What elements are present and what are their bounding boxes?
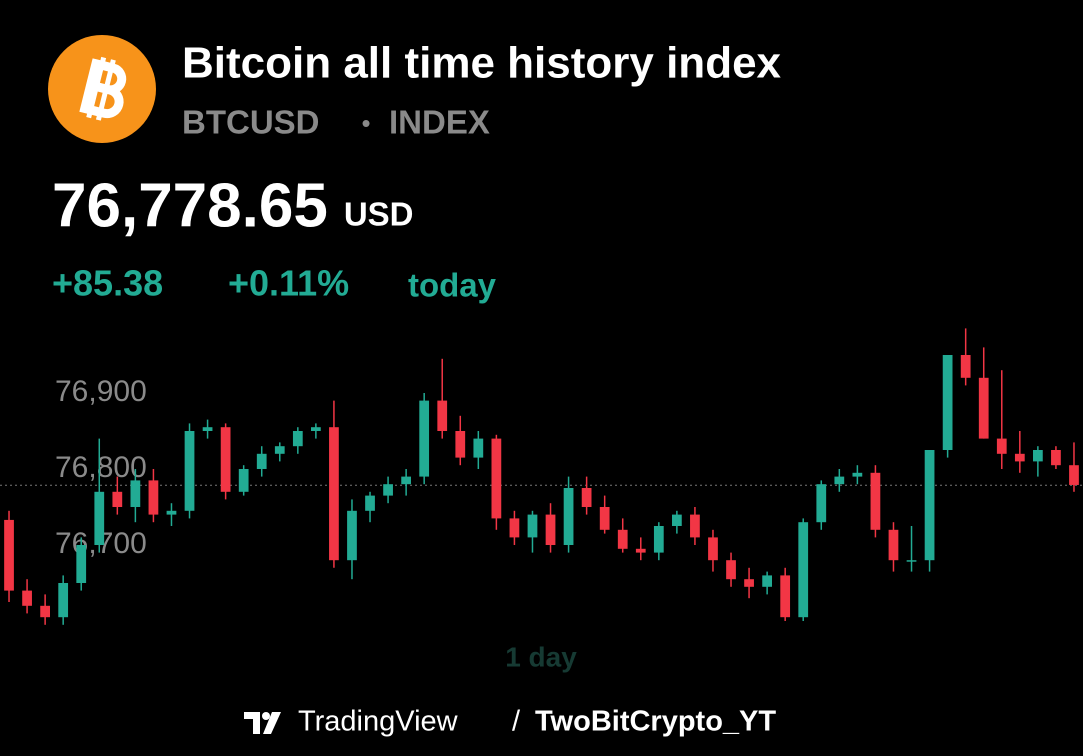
change: +85.38 bbox=[52, 263, 163, 304]
candle-body bbox=[527, 514, 538, 538]
symbol: BTCUSD bbox=[182, 104, 320, 141]
candle-body bbox=[942, 355, 953, 450]
candle-body bbox=[780, 575, 791, 618]
candle-body bbox=[906, 560, 917, 562]
candle-body bbox=[852, 472, 863, 477]
kind: INDEX bbox=[389, 104, 490, 141]
candle-body bbox=[274, 446, 285, 454]
candle-body bbox=[4, 519, 14, 591]
candle-body bbox=[202, 427, 213, 431]
candle-body bbox=[383, 484, 393, 496]
candle-body bbox=[184, 431, 195, 511]
candle-body bbox=[256, 453, 267, 469]
separator: • bbox=[361, 108, 370, 138]
candle-body bbox=[888, 529, 899, 561]
candle-body bbox=[292, 431, 303, 447]
candle-body bbox=[744, 579, 754, 587]
candle-body bbox=[996, 438, 1007, 454]
candle-body bbox=[960, 355, 971, 378]
candle-body bbox=[708, 537, 718, 561]
tradingview-logo bbox=[244, 712, 281, 734]
candle-body bbox=[220, 427, 231, 492]
candle-body bbox=[112, 491, 123, 507]
candle-body bbox=[870, 472, 881, 530]
candle-body bbox=[1051, 450, 1061, 466]
candle-body bbox=[365, 495, 375, 511]
candle-body bbox=[401, 476, 411, 485]
candle-body bbox=[798, 522, 809, 618]
y-tick-label: 76,800 bbox=[55, 451, 147, 484]
candle-body bbox=[726, 560, 736, 580]
candle-body bbox=[22, 590, 32, 606]
interval-watermark: 1 day bbox=[505, 641, 577, 672]
candle-body bbox=[563, 488, 574, 545]
candle-body bbox=[545, 514, 556, 545]
candle-body bbox=[437, 400, 448, 431]
candle-body bbox=[76, 545, 87, 583]
candle-body bbox=[94, 491, 105, 545]
candle-body bbox=[599, 507, 610, 530]
candle-body bbox=[329, 427, 339, 561]
candle-body bbox=[166, 510, 177, 515]
y-tick-label: 76,900 bbox=[55, 375, 147, 408]
change-percent: +0.11% bbox=[228, 263, 349, 304]
candle-body bbox=[762, 575, 772, 587]
candle-body bbox=[148, 480, 159, 515]
candle-body bbox=[311, 427, 321, 431]
candle-body bbox=[1033, 450, 1043, 462]
candle-body bbox=[473, 438, 484, 458]
candle-body bbox=[978, 377, 989, 439]
candle-body bbox=[238, 469, 249, 492]
candle-body bbox=[130, 480, 141, 507]
candle-body bbox=[635, 548, 646, 553]
candle-body bbox=[1069, 465, 1079, 485]
candle-body bbox=[1014, 453, 1025, 462]
candle-body bbox=[419, 400, 430, 477]
candle-body bbox=[653, 526, 664, 553]
candle-body bbox=[816, 484, 827, 523]
brand: TradingView bbox=[298, 706, 459, 738]
currency: USD bbox=[344, 196, 414, 233]
candle-body bbox=[509, 518, 520, 538]
candle-body bbox=[58, 583, 69, 618]
candle-body bbox=[617, 529, 628, 549]
candle-body bbox=[347, 510, 357, 561]
bitcoin-glyph bbox=[79, 56, 127, 121]
last-price: 76,778.65 bbox=[52, 171, 328, 240]
candle-body bbox=[690, 514, 700, 538]
candle-body bbox=[834, 476, 845, 485]
candle-body bbox=[581, 488, 592, 507]
divider: / bbox=[512, 706, 521, 738]
title: Bitcoin all time history index bbox=[182, 39, 782, 88]
candle-body bbox=[924, 450, 935, 561]
author: TwoBitCrypto_YT bbox=[535, 706, 776, 738]
candle-body bbox=[672, 514, 682, 526]
candle-body bbox=[491, 438, 502, 519]
candle-body bbox=[40, 605, 50, 618]
candle-body bbox=[455, 431, 466, 458]
period: today bbox=[408, 267, 497, 304]
